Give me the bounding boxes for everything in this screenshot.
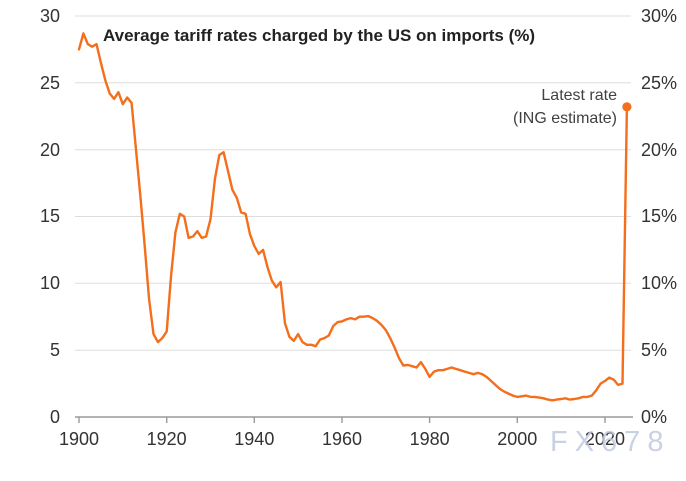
y-axis-left-tick-label: 5 — [49, 340, 60, 361]
y-axis-right-tick-label: 30% — [641, 5, 678, 26]
x-axis-tick-label: 2000 — [497, 429, 538, 449]
x-axis-tick-label: 1900 — [58, 429, 100, 449]
y-axis-left-tick-label: 20 — [39, 139, 60, 160]
y-axis-right-tick-label: 0% — [641, 407, 668, 427]
x-axis-tick-label: 1980 — [409, 429, 450, 449]
x-axis-tick-label: 2020 — [584, 429, 625, 449]
y-axis-right-tick-label: 20% — [641, 139, 678, 160]
y-axis-right-tick-label: 25% — [641, 72, 678, 93]
x-axis-tick-label: 1940 — [234, 429, 275, 449]
y-axis-right-tick-label: 10% — [641, 273, 678, 294]
x-axis-tick-label: 1960 — [321, 429, 362, 449]
latest-rate-annotation: Latest rate (ING estimate) — [513, 84, 617, 130]
y-axis-right: 30% 25% 20% 15% 10% 5% 0% — [641, 0, 686, 481]
y-axis-left-tick-label: 25 — [39, 72, 60, 93]
y-axis-right-tick-label: 15% — [641, 206, 678, 227]
chart-title: Average tariff rates charged by the US o… — [103, 26, 536, 45]
y-axis-left: 30 25 20 15 10 5 0 — [0, 0, 60, 481]
watermark: FX678 — [550, 426, 671, 458]
y-axis-left-tick-label: 30 — [39, 5, 60, 26]
y-axis-left-tick-label: 0 — [49, 407, 60, 427]
latest-rate-dot — [622, 102, 632, 112]
y-axis-right-tick-label: 5% — [641, 340, 668, 361]
x-axis-tick-label: 1920 — [146, 429, 187, 449]
y-axis-left-tick-label: 10 — [39, 273, 60, 294]
latest-rate-annotation-line1: Latest rate — [541, 87, 617, 104]
y-axis-left-tick-label: 15 — [39, 206, 60, 227]
latest-rate-annotation-line2: (ING estimate) — [512, 110, 617, 127]
tariff-rate-line — [77, 32, 629, 402]
